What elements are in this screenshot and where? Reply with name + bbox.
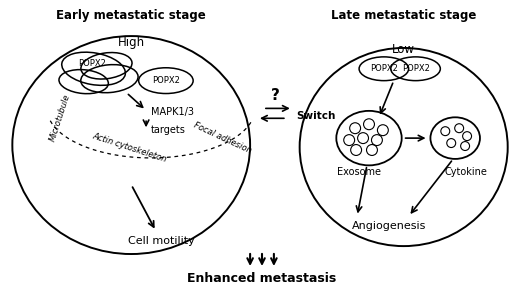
Text: Exosome: Exosome bbox=[337, 167, 381, 177]
Text: Late metastatic stage: Late metastatic stage bbox=[331, 9, 476, 22]
Text: POPX2: POPX2 bbox=[401, 64, 430, 73]
Text: Cell motility: Cell motility bbox=[127, 236, 194, 246]
Text: POPX2: POPX2 bbox=[370, 64, 398, 73]
Text: Switch: Switch bbox=[297, 111, 336, 121]
Text: Focal adhesion: Focal adhesion bbox=[192, 121, 253, 155]
Text: POPX2: POPX2 bbox=[78, 59, 105, 68]
Text: Microtubule: Microtubule bbox=[48, 92, 72, 142]
Text: Cytokine: Cytokine bbox=[445, 167, 487, 177]
Text: ?: ? bbox=[270, 88, 279, 103]
Text: Early metastatic stage: Early metastatic stage bbox=[57, 9, 206, 22]
Text: MAPK1/3: MAPK1/3 bbox=[151, 107, 194, 117]
Text: POPX2: POPX2 bbox=[152, 76, 180, 85]
Text: targets: targets bbox=[151, 125, 186, 135]
Text: Angiogenesis: Angiogenesis bbox=[352, 221, 426, 231]
Text: Low: Low bbox=[392, 43, 415, 56]
Text: High: High bbox=[118, 36, 145, 49]
Text: Actin cytoskeleton: Actin cytoskeleton bbox=[91, 132, 168, 164]
Text: Enhanced metastasis: Enhanced metastasis bbox=[188, 272, 336, 285]
